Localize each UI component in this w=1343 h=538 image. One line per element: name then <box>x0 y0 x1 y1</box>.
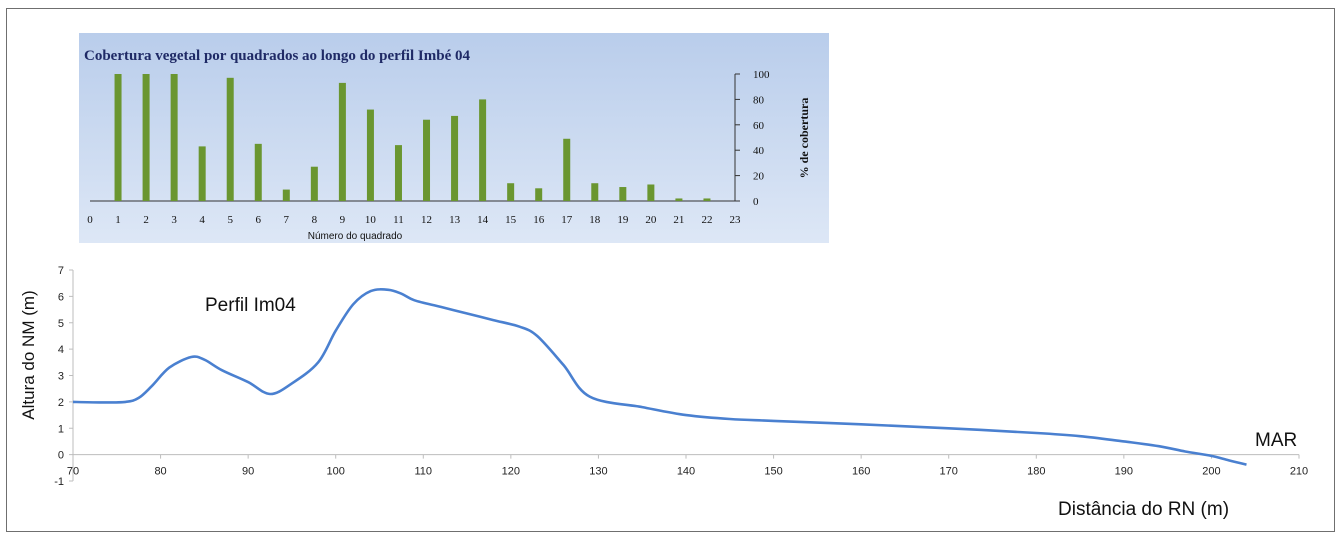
inset-x-tick-label: 15 <box>505 214 517 226</box>
inset-bar <box>507 183 515 201</box>
inset-bar <box>451 115 459 201</box>
inset-chart-title: Cobertura vegetal por quadrados ao longo… <box>84 48 470 64</box>
main-y-tick-label: -1 <box>54 476 64 488</box>
inset-bar-chart: 0 1 2 3 4 5 6 7 8 9 10 11 12 13 14 15 16 17 18 19 20 21 22 2302… <box>87 69 811 242</box>
inset-x-tick-label: 14 <box>477 214 489 226</box>
inset-y-tick-label: 40 <box>753 145 765 157</box>
main-x-tick-label: 100 <box>327 466 345 478</box>
inset-y-tick-label: 20 <box>753 171 765 183</box>
inset-bar <box>563 138 571 201</box>
inset-x-tick-label: 4 <box>199 214 205 226</box>
inset-bar <box>394 145 402 201</box>
inset-x-tick-label: 13 <box>449 214 461 226</box>
profile-line <box>72 288 1247 466</box>
sea-label: MAR <box>1255 430 1297 451</box>
inset-bar <box>703 198 711 201</box>
main-y-tick-label: 4 <box>58 344 64 356</box>
main-x-tick-label: 70 <box>67 466 79 478</box>
inset-y-tick-label: 100 <box>753 69 770 81</box>
inset-bar <box>114 74 122 201</box>
inset-x-tick-label: 18 <box>589 214 601 226</box>
inset-bar <box>647 184 655 201</box>
main-y-tick-label: 6 <box>58 291 64 303</box>
main-x-tick-label: 170 <box>940 466 958 478</box>
inset-x-tick-label: 23 <box>730 214 742 226</box>
inset-x-tick-label: 21 <box>673 214 684 226</box>
inset-bar <box>226 77 234 201</box>
main-x-tick-label: 140 <box>677 466 695 478</box>
inset-bar <box>619 187 627 201</box>
inset-bar <box>282 189 290 201</box>
inset-y-tick-label: 0 <box>753 196 759 208</box>
inset-bar <box>170 74 178 201</box>
inset-x-tick-label: 11 <box>393 214 404 226</box>
inset-x-tick-label: 1 <box>115 214 121 226</box>
inset-bar <box>366 109 374 201</box>
main-x-axis-label: Distância do RN (m) <box>1058 499 1229 520</box>
main-y-tick-label: 5 <box>58 318 64 330</box>
inset-x-axis-label: Número do quadrado <box>308 231 403 242</box>
inset-x-tick-label: 7 <box>284 214 290 226</box>
inset-bar <box>338 82 346 201</box>
inset-x-tick-label: 2 <box>143 214 149 226</box>
inset-bar <box>675 198 683 201</box>
inset-bar <box>310 166 318 201</box>
inset-bar <box>423 119 431 201</box>
inset-bar <box>254 143 262 201</box>
main-y-axis-label: Altura do NM (m) <box>19 290 38 419</box>
inset-x-tick-label: 5 <box>227 214 233 226</box>
profile-label: Perfil Im04 <box>205 295 296 316</box>
inset-x-tick-label: 9 <box>340 214 346 226</box>
main-x-tick-label: 160 <box>852 466 870 478</box>
inset-x-tick-label: 6 <box>256 214 262 226</box>
main-y-tick-label: 0 <box>58 450 64 462</box>
inset-x-tick-label: 19 <box>617 214 629 226</box>
main-x-tick-label: 200 <box>1202 466 1220 478</box>
main-x-tick-label: 150 <box>764 466 782 478</box>
inset-x-tick-label: 0 <box>87 214 93 226</box>
inset-y-tick-label: 60 <box>753 120 765 132</box>
inset-y-axis-label: % de cobertura <box>797 98 811 179</box>
inset-x-tick-label: 20 <box>645 214 657 226</box>
inset-bar <box>591 183 599 201</box>
inset-bar <box>142 74 150 201</box>
inset-bar <box>198 146 206 201</box>
main-x-tick-label: 80 <box>154 466 166 478</box>
inset-y-tick-label: 80 <box>753 94 765 106</box>
inset-x-tick-label: 10 <box>365 214 377 226</box>
main-x-tick-label: 190 <box>1115 466 1133 478</box>
main-y-tick-label: 1 <box>58 423 64 435</box>
inset-x-tick-label: 12 <box>421 214 432 226</box>
main-y-tick-label: 3 <box>58 371 64 383</box>
inset-x-tick-label: 22 <box>701 214 712 226</box>
main-y-tick-label: 7 <box>58 265 64 277</box>
main-x-tick-label: 210 <box>1290 466 1308 478</box>
main-x-tick-label: 130 <box>589 466 607 478</box>
inset-x-tick-label: 17 <box>561 214 573 226</box>
main-x-tick-label: 120 <box>502 466 520 478</box>
inset-x-tick-label: 3 <box>171 214 177 226</box>
main-x-tick-label: 180 <box>1027 466 1045 478</box>
main-y-tick-label: 2 <box>58 397 64 409</box>
main-x-tick-label: 110 <box>415 466 433 478</box>
inset-bar <box>479 99 487 201</box>
main-x-tick-label: 90 <box>242 466 254 478</box>
inset-bar <box>535 188 543 201</box>
inset-x-tick-label: 8 <box>312 214 318 226</box>
inset-x-tick-label: 16 <box>533 214 545 226</box>
main-line-chart: -1 0 1 2 3 4 5 6 7 70 80 90 100 110 120 130 140 150 160 170… <box>19 265 1308 520</box>
